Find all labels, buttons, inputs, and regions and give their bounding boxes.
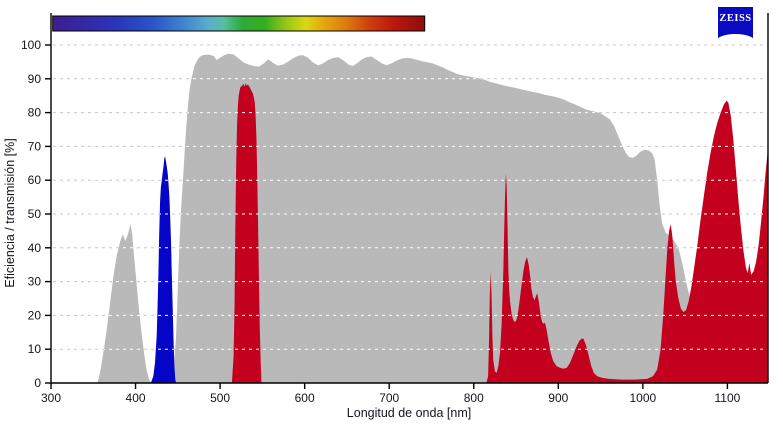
gridlines-over-fills <box>53 44 767 350</box>
series-areas <box>97 53 768 384</box>
zeiss-logo-text: ZEISS <box>719 13 752 24</box>
x-tick-label: 500 <box>210 391 230 405</box>
y-tick-label: 0 <box>34 376 41 390</box>
x-tick-label: 700 <box>379 391 399 405</box>
y-tick-label: 90 <box>28 72 42 86</box>
x-tick-label: 800 <box>464 391 484 405</box>
y-tick-label: 70 <box>28 139 42 153</box>
y-tick-label: 30 <box>28 275 42 289</box>
x-tick-label: 600 <box>295 391 315 405</box>
wavelength-colorbar <box>52 15 426 32</box>
y-tick-label: 100 <box>21 38 41 52</box>
y-tick-label: 80 <box>28 106 42 120</box>
zeiss-logo-lens-arc <box>718 34 753 40</box>
x-tick-label: 400 <box>126 391 146 405</box>
y-axis-title: Eficiencia / transmisión [%] <box>3 138 17 287</box>
axes-spines <box>50 13 769 384</box>
x-axis-title: Longitud de onda [nm] <box>347 406 471 420</box>
series-transmission-gray <box>97 53 722 384</box>
axis-ticks <box>45 44 729 389</box>
x-tick-label: 1000 <box>630 391 657 405</box>
x-tick-label: 1100 <box>715 391 741 405</box>
x-tick-label: 300 <box>41 391 61 405</box>
y-tick-label: 40 <box>28 241 42 255</box>
zeiss-logo: ZEISS <box>718 7 753 40</box>
y-tick-label: 60 <box>28 173 42 187</box>
series-emission-red <box>231 82 768 384</box>
y-tick-label: 10 <box>28 342 42 356</box>
y-tick-label: 20 <box>28 308 42 322</box>
y-tick-label: 50 <box>28 207 42 221</box>
x-tick-label: 900 <box>548 391 568 405</box>
axis-tick-labels: 300 400 500 600 700 800 900 1000 1100 0 10 20 30 40 50… <box>21 38 741 405</box>
series-emission-blue <box>150 156 177 383</box>
